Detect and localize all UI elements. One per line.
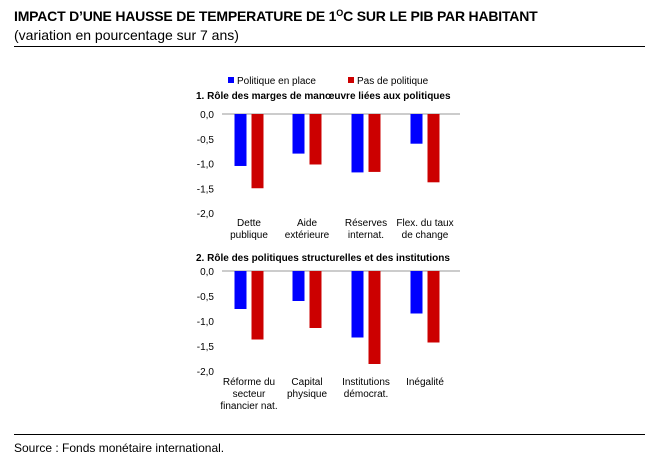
legend-label-pas-de-politique: Pas de politique	[357, 76, 429, 87]
bar-pas-de-politique	[251, 271, 264, 340]
figure-title: IMPACT D’UNE HAUSSE DE TEMPERATURE DE 1O…	[14, 8, 538, 24]
y-tick-label: -1,0	[197, 160, 215, 171]
bar-politique	[410, 271, 423, 314]
top-divider	[14, 46, 645, 47]
bar-politique	[234, 271, 247, 309]
y-tick-label: -1,5	[197, 342, 215, 353]
legend-swatch-politique	[228, 77, 234, 83]
category-label: de change	[402, 230, 449, 241]
panel-title: 1. Rôle des marges de manœuvre liées aux…	[196, 91, 451, 102]
bar-pas-de-politique	[309, 114, 322, 165]
y-tick-label: -1,5	[197, 184, 215, 195]
panel-title: 2. Rôle des politiques structurelles et …	[196, 253, 450, 264]
legend-label-politique: Politique en place	[237, 76, 316, 87]
legend-swatch-pas-de-politique	[348, 77, 354, 83]
bar-politique	[292, 271, 305, 301]
category-label: Dette	[237, 218, 261, 229]
bar-pas-de-politique	[251, 114, 264, 189]
category-label: Flex. du taux	[396, 218, 453, 229]
bar-pas-de-politique	[427, 114, 440, 183]
category-label: Réserves	[345, 218, 387, 229]
bar-politique	[351, 114, 364, 173]
category-label: Réforme du	[223, 377, 275, 388]
category-label: financier nat.	[220, 401, 277, 412]
bar-pas-de-politique	[368, 114, 381, 172]
y-tick-label: -2,0	[197, 367, 215, 378]
bar-politique	[234, 114, 247, 166]
y-tick-label: 0,0	[200, 267, 214, 278]
bar-pas-de-politique	[427, 271, 440, 343]
y-tick-label: -0,5	[197, 292, 215, 303]
title-text-end: C SUR LE PIB PAR HABITANT	[343, 8, 538, 24]
source-note: Source : Fonds monétaire international.	[14, 441, 225, 455]
category-label: publique	[230, 230, 268, 241]
y-tick-label: 0,0	[200, 110, 214, 121]
category-label: Aide	[297, 218, 317, 229]
category-label: physique	[287, 389, 327, 400]
bar-pas-de-politique	[309, 271, 322, 328]
y-tick-label: -0,5	[197, 135, 215, 146]
bar-politique	[410, 114, 423, 144]
bar-politique	[351, 271, 364, 338]
category-label: Capital	[291, 377, 322, 388]
category-label: démocrat.	[344, 389, 388, 400]
figure-subtitle: (variation en pourcentage sur 7 ans)	[14, 27, 239, 43]
y-tick-label: -2,0	[197, 209, 215, 220]
bottom-divider	[14, 434, 645, 435]
bar-pas-de-politique	[368, 271, 381, 364]
title-text: IMPACT D’UNE HAUSSE DE TEMPERATURE DE 1	[14, 8, 337, 24]
degree-mark: O	[336, 8, 344, 18]
category-label: Inégalité	[406, 377, 444, 388]
category-label: Institutions	[342, 377, 390, 388]
category-label: extérieure	[285, 230, 330, 241]
bar-politique	[292, 114, 305, 154]
y-tick-label: -1,0	[197, 317, 215, 328]
category-label: secteur	[233, 389, 266, 400]
category-label: internat.	[348, 230, 384, 241]
